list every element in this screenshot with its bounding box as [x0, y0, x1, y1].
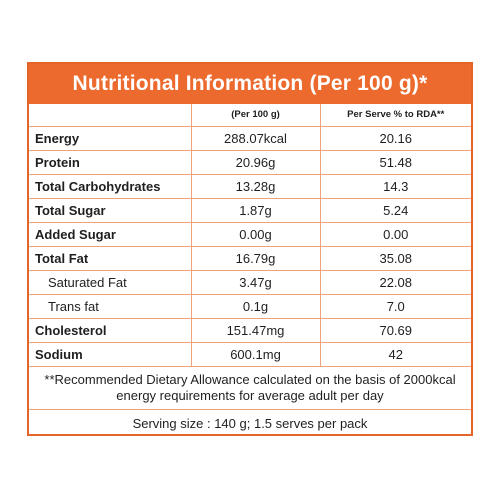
- nutrient-rda-percent: 42: [319, 342, 471, 367]
- nutrient-per-100g: 16.79g: [190, 246, 321, 271]
- nutrient-rda-percent: 22.08: [319, 270, 471, 295]
- nutrient-name: Total Sugar: [29, 198, 192, 223]
- table-row: Added Sugar 0.00g 0.00: [29, 222, 471, 247]
- table-row: Total Sugar 1.87g 5.24: [29, 198, 471, 223]
- nutrient-per-100g: 20.96g: [190, 150, 321, 175]
- nutrient-per-100g: 0.1g: [190, 294, 321, 319]
- nutrient-rda-percent: 7.0: [319, 294, 471, 319]
- nutrient-per-100g: 1.87g: [190, 198, 321, 223]
- table-row: Sodium 600.1mg 42: [29, 342, 471, 367]
- nutrient-name: Cholesterol: [29, 318, 192, 343]
- nutrition-panel: Nutritional Information (Per 100 g)* (Pe…: [27, 62, 473, 437]
- nutrient-rda-percent: 0.00: [319, 222, 471, 247]
- column-header-nutrient: [29, 104, 192, 127]
- nutrient-per-100g: 151.47mg: [190, 318, 321, 343]
- table-header-row: (Per 100 g) Per Serve % to RDA**: [29, 104, 471, 127]
- nutrient-rda-percent: 20.16: [319, 126, 471, 151]
- table-row: Total Fat 16.79g 35.08: [29, 246, 471, 271]
- table-row: Protein 20.96g 51.48: [29, 150, 471, 175]
- rda-footnote: **Recommended Dietary Allowance calculat…: [29, 366, 471, 410]
- nutrient-rda-percent: 70.69: [319, 318, 471, 343]
- nutrient-name: Total Fat: [29, 246, 192, 271]
- serving-size: Serving size : 140 g; 1.5 serves per pac…: [29, 409, 471, 437]
- nutrient-name: Total Carbohydrates: [29, 174, 192, 199]
- nutrient-per-100g: 13.28g: [190, 174, 321, 199]
- nutrient-name: Sodium: [29, 342, 192, 367]
- nutrient-rda-percent: 5.24: [319, 198, 471, 223]
- footnote-row: **Recommended Dietary Allowance calculat…: [29, 366, 471, 410]
- column-header-per-100g: (Per 100 g): [190, 104, 321, 127]
- nutrient-rda-percent: 51.48: [319, 150, 471, 175]
- nutrient-per-100g: 0.00g: [190, 222, 321, 247]
- nutrient-rda-percent: 14.3: [319, 174, 471, 199]
- table-row: Cholesterol 151.47mg 70.69: [29, 318, 471, 343]
- nutrient-per-100g: 3.47g: [190, 270, 321, 295]
- table-row: Energy 288.07kcal 20.16: [29, 126, 471, 151]
- column-header-rda: Per Serve % to RDA**: [319, 104, 471, 127]
- nutrition-table: (Per 100 g) Per Serve % to RDA** Energy 2…: [29, 104, 471, 437]
- table-row: Trans fat 0.1g 7.0: [29, 294, 471, 319]
- nutrient-name: Energy: [29, 126, 192, 151]
- nutrient-name: Added Sugar: [29, 222, 192, 247]
- nutrition-title: Nutritional Information (Per 100 g)*: [29, 64, 471, 104]
- serving-row: Serving size : 140 g; 1.5 serves per pac…: [29, 409, 471, 437]
- table-row: Total Carbohydrates 13.28g 14.3: [29, 174, 471, 199]
- nutrient-name: Saturated Fat: [29, 270, 192, 295]
- nutrient-per-100g: 288.07kcal: [190, 126, 321, 151]
- nutrition-rows: Energy 288.07kcal 20.16 Protein 20.96g 51.48 T…: [29, 126, 471, 367]
- nutrient-name: Protein: [29, 150, 192, 175]
- nutrient-rda-percent: 35.08: [319, 246, 471, 271]
- nutrient-per-100g: 600.1mg: [190, 342, 321, 367]
- table-row: Saturated Fat 3.47g 22.08: [29, 270, 471, 295]
- nutrient-name: Trans fat: [29, 294, 192, 319]
